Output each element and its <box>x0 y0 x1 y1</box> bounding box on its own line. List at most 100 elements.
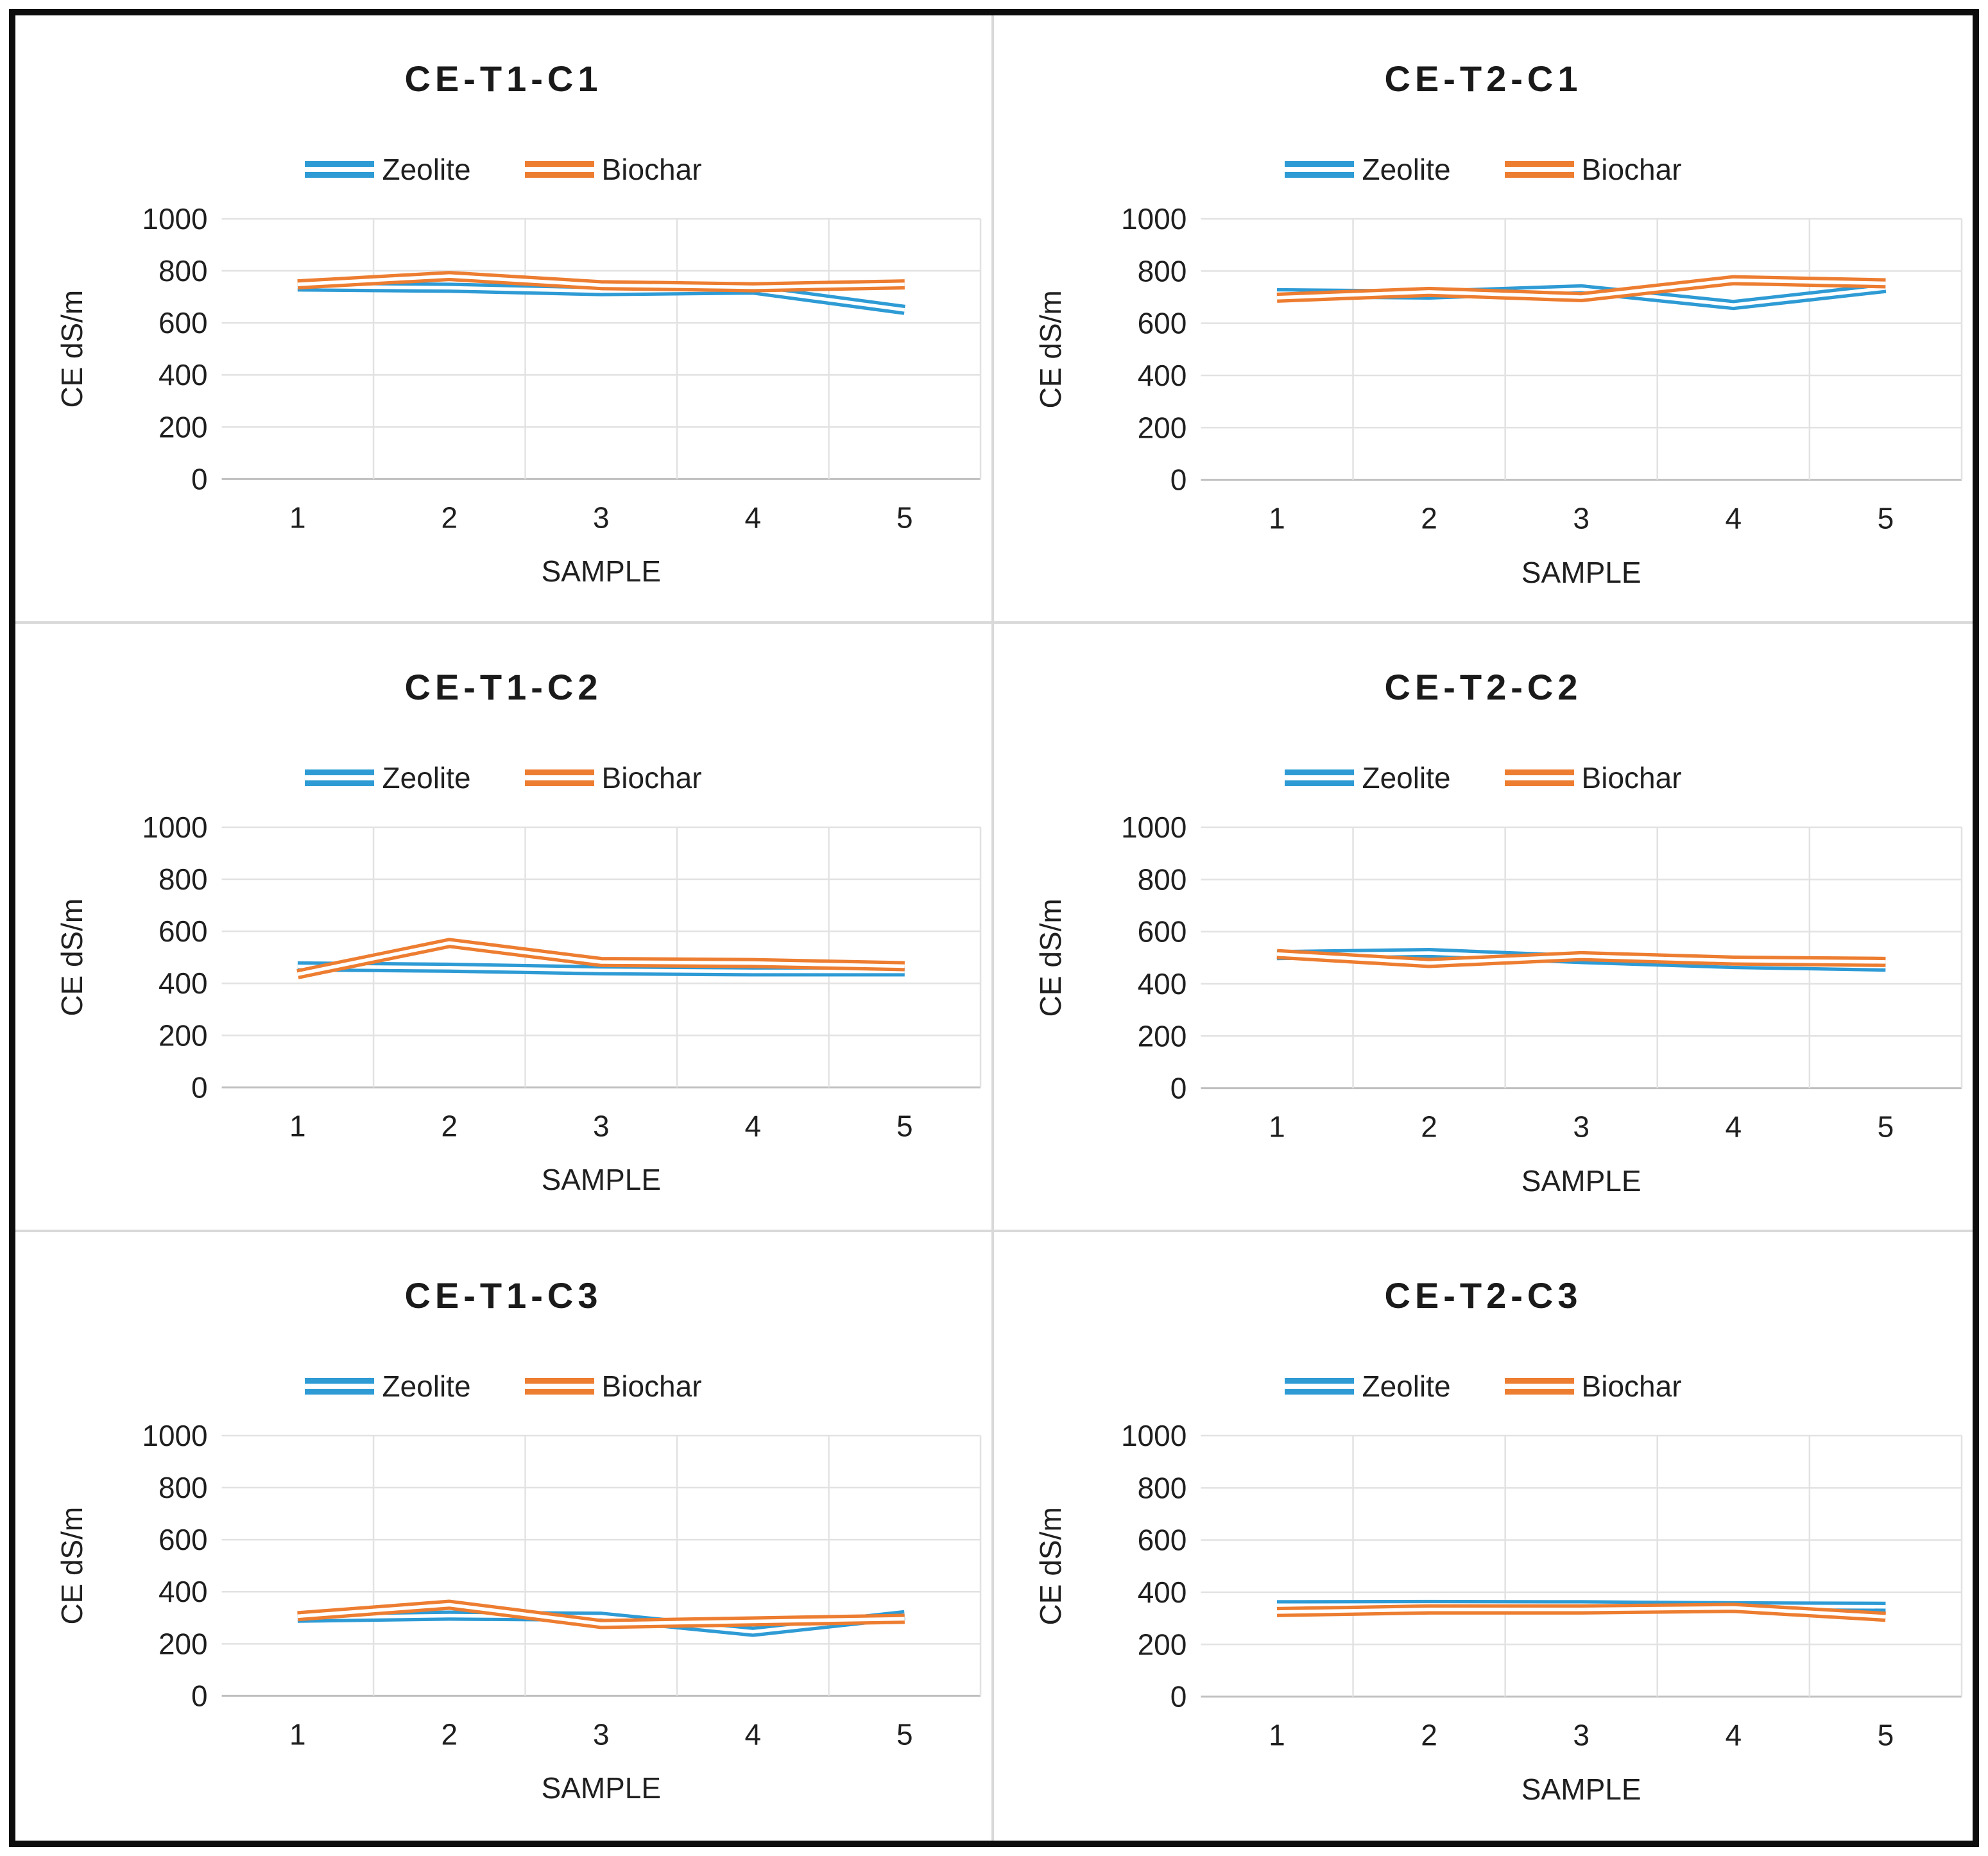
legend-label: Zeolite <box>382 761 471 795</box>
y-tick-label: 600 <box>1138 1524 1187 1557</box>
y-axis-title: CE dS/m <box>1034 898 1067 1017</box>
y-tick-label: 800 <box>159 1471 208 1504</box>
x-tick-label: 2 <box>1421 1719 1437 1752</box>
legend-label: Biochar <box>1581 153 1682 186</box>
chart-panel-ce-t2-c3: CE-T2-C3 Zeolite Biochar 0 200 400 600 800 10… <box>994 1232 1973 1841</box>
legend-label: Biochar <box>1581 761 1682 795</box>
x-tick-label: 4 <box>745 1109 762 1142</box>
x-tick-label: 3 <box>593 1717 610 1751</box>
chart-title: CE-T2-C1 <box>1384 58 1582 99</box>
legend-label: Biochar <box>601 761 702 795</box>
x-tick-label: 4 <box>1726 1719 1742 1752</box>
legend-label: Zeolite <box>1362 761 1451 795</box>
legend: Zeolite Biochar <box>15 152 991 187</box>
y-tick-label: 800 <box>1138 1471 1187 1504</box>
y-tick-label: 1000 <box>1121 1419 1187 1452</box>
legend-label: Zeolite <box>1362 153 1451 186</box>
chart-canvas: 0 200 400 600 800 1000 1 2 3 4 5 CE dS/m SAMPLE <box>55 202 982 588</box>
chart-panel-ce-t2-c2: CE-T2-C2 Zeolite Biochar 0 200 400 600 800 10… <box>994 624 1973 1232</box>
zeolite-line-marker-icon <box>1285 160 1355 179</box>
y-tick-label: 0 <box>1170 1680 1187 1714</box>
x-tick-label: 2 <box>441 1717 458 1751</box>
zeolite-line-marker-icon <box>305 160 375 179</box>
series-line-core-zeolite <box>297 284 905 312</box>
chart-canvas: 0 200 400 600 800 1000 1 2 3 4 5 CE dS/m SAMPLE <box>55 811 982 1196</box>
x-tick-label: 2 <box>1421 502 1437 535</box>
biochar-line-marker-icon <box>524 1377 594 1396</box>
y-tick-label: 1000 <box>142 1419 207 1452</box>
y-tick-label: 200 <box>1138 1019 1187 1053</box>
y-axis-title: CE dS/m <box>55 290 89 408</box>
x-tick-label: 5 <box>1878 1719 1894 1752</box>
x-axis-title: SAMPLE <box>542 554 661 588</box>
y-tick-label: 200 <box>159 410 208 443</box>
legend-item-zeolite: Zeolite <box>1285 1369 1451 1404</box>
chart-canvas: 0 200 400 600 800 1000 1 2 3 4 5 CE dS/m SAMPLE <box>55 1419 982 1805</box>
series-line-core-biochar <box>297 274 905 289</box>
x-tick-label: 2 <box>441 501 458 534</box>
legend-item-biochar: Biochar <box>524 152 702 187</box>
biochar-line-marker-icon <box>524 160 594 179</box>
legend-label: Biochar <box>601 153 702 186</box>
series-line-core-zeolite <box>297 965 905 974</box>
legend-label: Zeolite <box>382 1370 471 1403</box>
y-tick-label: 200 <box>1138 411 1187 444</box>
legend-label: Zeolite <box>1362 1370 1451 1403</box>
chart-title: CE-T1-C2 <box>404 667 603 707</box>
x-tick-label: 4 <box>1726 502 1742 535</box>
legend-item-biochar: Biochar <box>1504 1369 1682 1404</box>
y-tick-label: 400 <box>159 967 208 1000</box>
x-tick-label: 3 <box>593 1109 610 1142</box>
legend: Zeolite Biochar <box>15 760 991 795</box>
x-tick-label: 3 <box>1573 1719 1590 1752</box>
x-axis-title: SAMPLE <box>542 1163 661 1196</box>
y-tick-label: 0 <box>191 1070 208 1104</box>
chart-title: CE-T1-C1 <box>404 58 603 99</box>
zeolite-line-marker-icon <box>305 768 375 787</box>
legend-item-zeolite: Zeolite <box>305 760 471 795</box>
legend-label: Biochar <box>1581 1370 1682 1403</box>
zeolite-line-marker-icon <box>1285 768 1355 787</box>
chart-canvas: 0 200 400 600 800 1000 1 2 3 4 5 CE dS/m SAMPLE <box>1034 1419 1963 1806</box>
y-tick-label: 600 <box>159 915 208 948</box>
biochar-line-marker-icon <box>1504 1377 1574 1396</box>
series-line-core-biochar <box>1276 952 1886 965</box>
legend-item-biochar: Biochar <box>1504 152 1682 187</box>
y-tick-label: 0 <box>191 1679 208 1712</box>
y-tick-label: 1000 <box>142 811 207 844</box>
y-axis-title: CE dS/m <box>1034 290 1067 408</box>
x-tick-label: 1 <box>289 501 306 534</box>
x-tick-label: 3 <box>1573 1110 1590 1144</box>
legend-label: Zeolite <box>382 153 471 186</box>
zeolite-line-marker-icon <box>1285 1377 1355 1396</box>
legend-label: Biochar <box>601 1370 702 1403</box>
x-tick-label: 1 <box>1269 502 1285 535</box>
y-tick-label: 0 <box>1170 1072 1187 1105</box>
y-axis-title: CE dS/m <box>1034 1507 1067 1625</box>
x-tick-label: 3 <box>593 501 610 534</box>
biochar-line-marker-icon <box>1504 768 1574 787</box>
chart-canvas: 0 200 400 600 800 1000 1 2 3 4 5 CE dS/m SAMPLE <box>1034 811 1963 1198</box>
y-tick-label: 600 <box>159 306 208 339</box>
x-tick-label: 1 <box>1269 1719 1285 1752</box>
y-tick-label: 400 <box>1138 967 1187 1001</box>
y-axis-title: CE dS/m <box>55 898 89 1017</box>
x-tick-label: 5 <box>1878 502 1894 535</box>
y-axis-title: CE dS/m <box>55 1507 89 1625</box>
legend-item-biochar: Biochar <box>524 1369 702 1404</box>
legend-item-zeolite: Zeolite <box>305 152 471 187</box>
x-axis-title: SAMPLE <box>1521 1164 1641 1198</box>
chart-title: CE-T1-C3 <box>404 1275 603 1316</box>
y-tick-label: 1000 <box>1121 202 1187 236</box>
series-line-core-zeolite <box>297 1613 905 1634</box>
chart-grid: CE-T1-C1 Zeolite Biochar 0 200 400 600 800 10… <box>15 15 1973 1841</box>
legend-item-zeolite: Zeolite <box>1285 152 1451 187</box>
y-tick-label: 800 <box>159 863 208 896</box>
series-line-core-biochar <box>297 1603 905 1626</box>
y-tick-label: 800 <box>1138 254 1187 288</box>
series-line-core-biochar <box>1276 278 1886 300</box>
legend: Zeolite Biochar <box>15 1369 991 1404</box>
y-tick-label: 400 <box>1138 1576 1187 1609</box>
legend: Zeolite Biochar <box>994 760 1973 795</box>
y-tick-label: 200 <box>159 1018 208 1052</box>
